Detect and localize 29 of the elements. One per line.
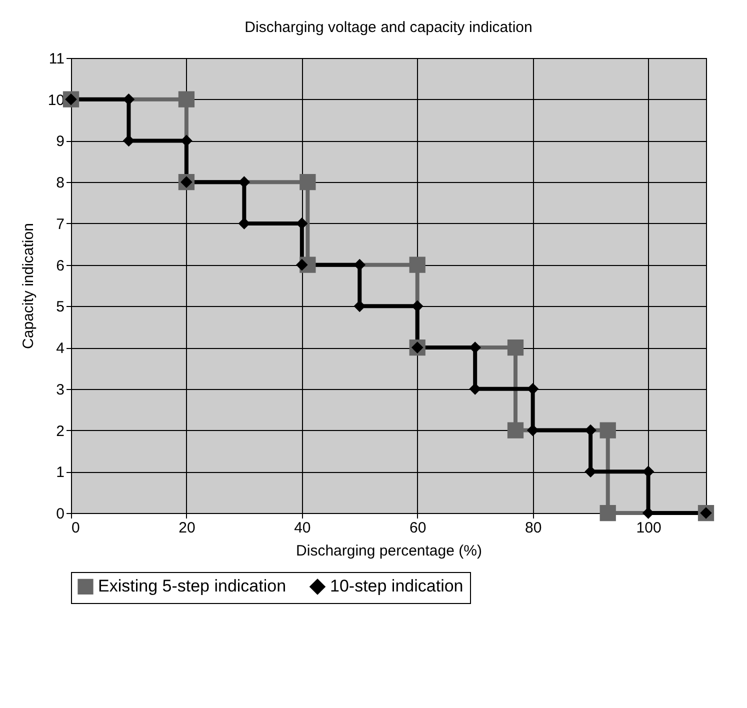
point (409, 256, 426, 273)
y-tick-label: 6 (56, 257, 64, 274)
chart-title: Discharging voltage and capacity indication (244, 19, 532, 36)
point (300, 174, 316, 190)
y-tick-label: 7 (56, 216, 64, 233)
x-tick-label: 20 (178, 520, 196, 536)
point (600, 504, 616, 522)
x-tick-label: 80 (524, 520, 542, 536)
point (600, 422, 616, 438)
y-tick-label: 5 (56, 298, 64, 316)
legend-label: 10-step indication (330, 576, 464, 596)
x-tick-label: 0 (72, 520, 80, 536)
y-tick-label: 4 (56, 340, 64, 358)
x-tick-label: 100 (636, 520, 662, 536)
point (507, 422, 524, 438)
point (507, 339, 524, 356)
y-tick-label: 2 (56, 422, 64, 440)
y-tick-label: 9 (56, 133, 64, 150)
point (178, 91, 195, 108)
x-tick-label: 60 (410, 520, 426, 536)
x-axis-title: Discharging percentage (%) (296, 542, 482, 560)
y-axis-title: Capacity indication (20, 223, 37, 349)
y-tick-label: 11 (48, 50, 64, 68)
y-tick-label: 3 (56, 381, 64, 398)
y-tick-label: 0 (56, 506, 64, 522)
legend-label: Existing 5-step indication (98, 576, 286, 596)
y-tick-label: 1 (56, 464, 64, 482)
x-tick-label: 40 (294, 520, 311, 536)
y-tick-label: 8 (56, 174, 64, 192)
